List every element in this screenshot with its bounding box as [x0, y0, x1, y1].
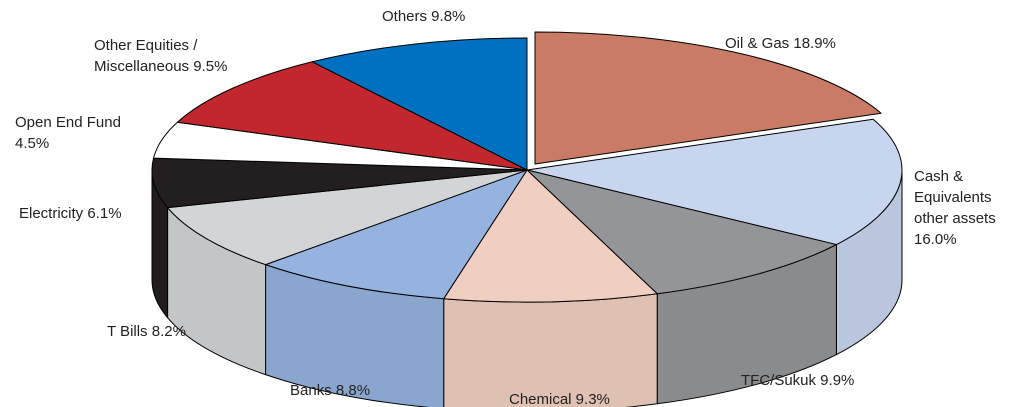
slice-label-line: Oil & Gas 18.9% [725, 35, 836, 52]
slice-label-line: Miscellaneous 9.5% [94, 58, 227, 75]
slice-label-line: other assets [914, 210, 996, 227]
pie-side-walls [151, 169, 903, 407]
slice-label-line: T Bills 8.2% [107, 323, 186, 340]
slice-label-line: Other Equities / [94, 37, 198, 54]
slice-label-line: Others 9.8% [382, 8, 465, 25]
slice-label-cash-equivalents: Cash & Equivalents other assets 16.0% [914, 168, 996, 248]
pie-labels: Oil & Gas 18.9% Cash & Equivalents other as… [15, 8, 996, 407]
slice-label-line: Chemical 9.3% [509, 391, 610, 407]
pie-slice-others [311, 37, 528, 171]
pie-slice-t-bills [167, 169, 528, 266]
pie-slice-tfc-sukuk [526, 169, 837, 295]
slice-label-line: 4.5% [15, 135, 49, 152]
slice-label-electricity: Electricity 6.1% [19, 205, 122, 222]
slice-label-other-equities: Other Equities / Miscellaneous 9.5% [94, 37, 227, 75]
pie-slice-electricity [151, 157, 528, 209]
slice-label-others: Others 9.8% [382, 8, 465, 25]
pie-slice-chemical [443, 169, 658, 303]
slice-label-line: TFC/Sukuk 9.9% [741, 372, 854, 389]
slice-label-tfc-sukuk: TFC/Sukuk 9.9% [741, 372, 854, 389]
slice-label-chemical: Chemical 9.3% [509, 391, 610, 407]
slice-label-t-bills: T Bills 8.2% [107, 323, 186, 340]
pie-top-faces [151, 31, 903, 303]
slice-label-oil-gas: Oil & Gas 18.9% [725, 35, 836, 52]
slice-label-line: Electricity 6.1% [19, 205, 122, 222]
slice-label-line: Cash & [914, 168, 963, 185]
pie-slice-other-equities [176, 61, 528, 171]
pie-slice-oil-gas [534, 31, 882, 165]
slice-label-line: Equivalents [914, 189, 992, 206]
slice-label-open-end-fund: Open End Fund 4.5% [15, 114, 121, 152]
slice-label-line: Banks 8.8% [290, 382, 370, 399]
slice-label-line: 16.0% [914, 231, 957, 248]
pie-slice-cash-equivalents [526, 118, 903, 246]
slice-label-line: Open End Fund [15, 114, 121, 131]
slice-label-banks: Banks 8.8% [290, 382, 370, 399]
pie-slice-banks [265, 169, 528, 300]
